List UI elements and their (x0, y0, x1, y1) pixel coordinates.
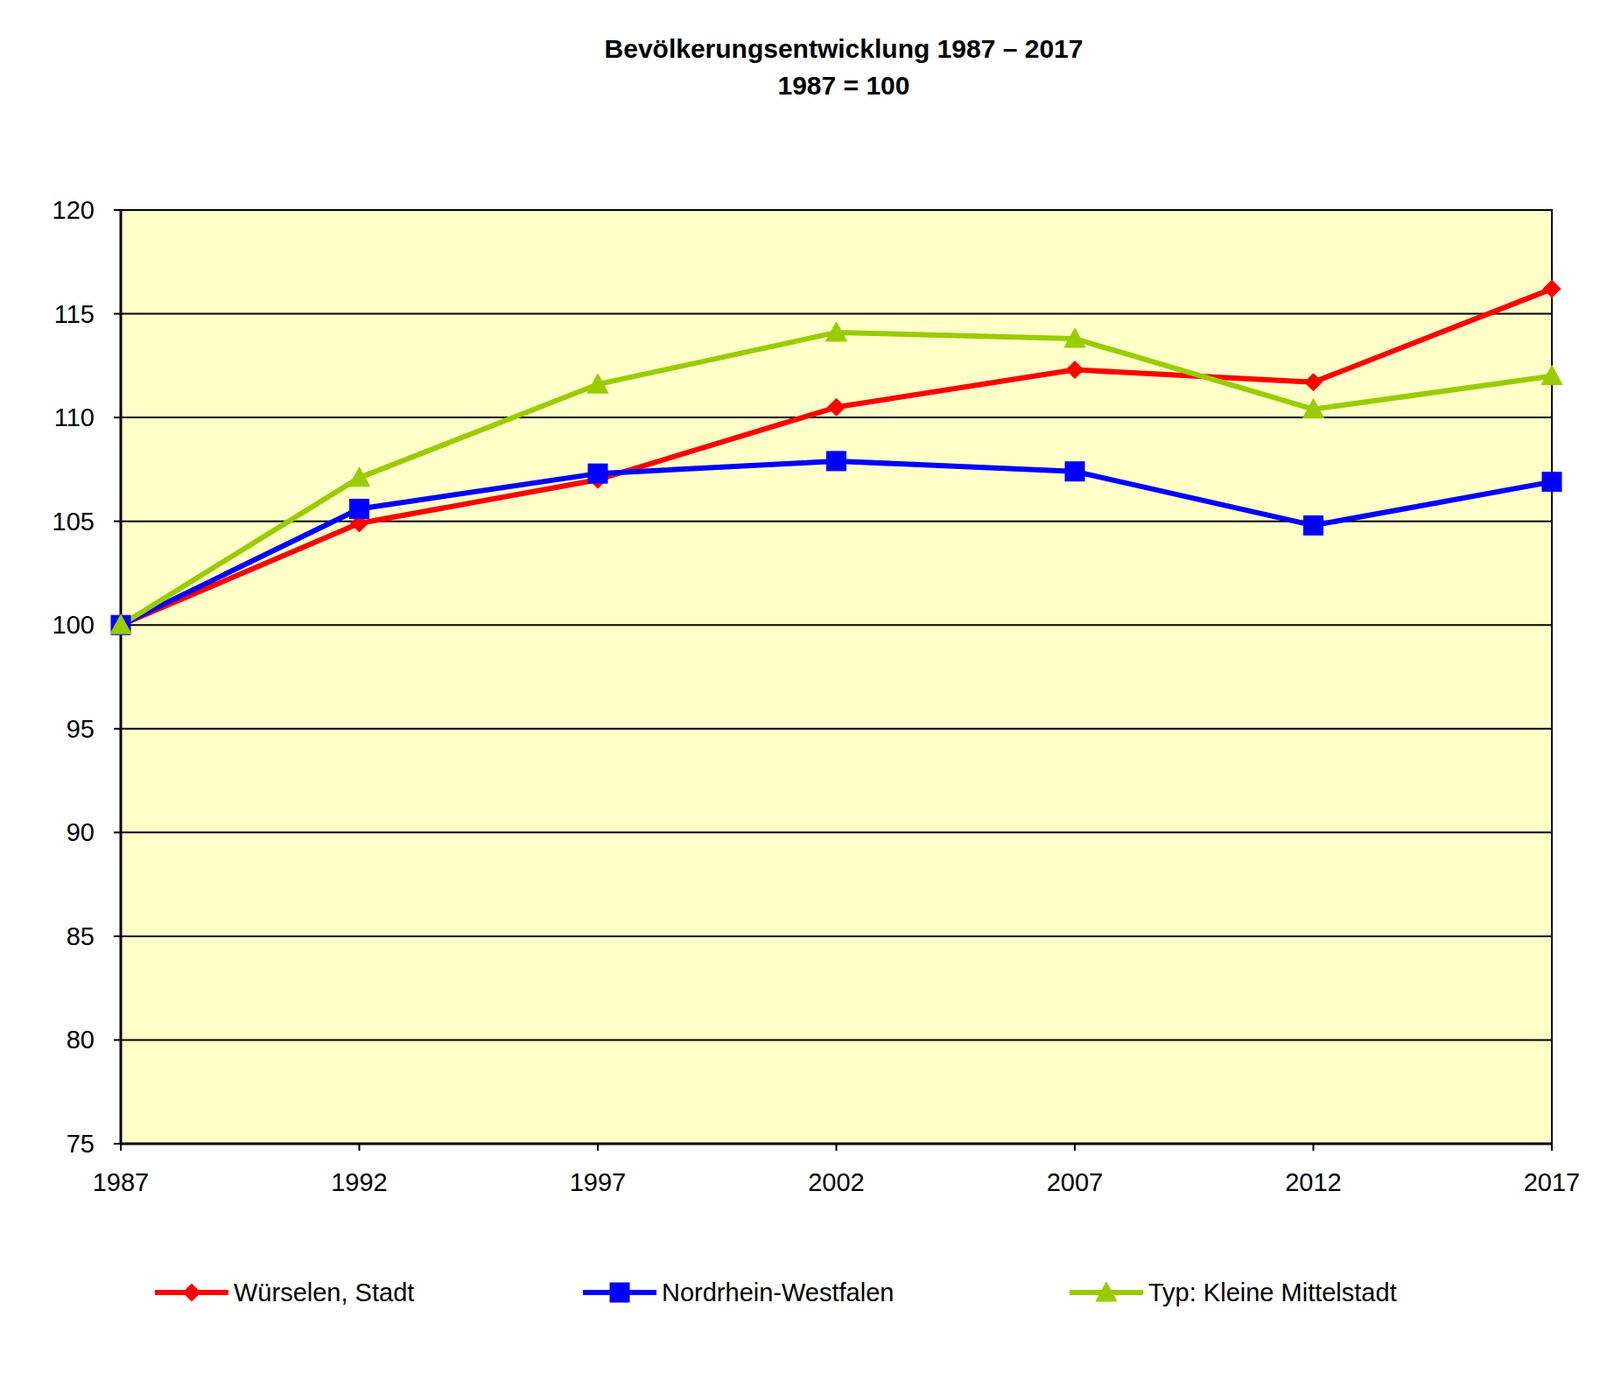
series-marker (1542, 472, 1562, 492)
legend-item: Würselen, Stadt (154, 1278, 415, 1307)
y-tick-label: 90 (66, 818, 95, 847)
y-tick-label: 75 (66, 1129, 95, 1158)
grid-line (120, 831, 1552, 834)
series-line (120, 461, 1552, 625)
series-marker (1541, 365, 1563, 386)
series-marker (1065, 462, 1085, 482)
y-tick-label: 80 (66, 1025, 95, 1054)
series-marker (588, 463, 608, 484)
y-tick-label: 100 (52, 610, 95, 639)
x-tick-label: 1997 (569, 1168, 627, 1197)
series-marker (349, 467, 371, 487)
series-marker (826, 322, 848, 342)
y-tick-label: 105 (52, 507, 95, 536)
legend-item: Typ: Kleine Mittelstadt (1069, 1278, 1397, 1307)
series-marker (110, 614, 132, 634)
x-tick-label: 1992 (330, 1168, 388, 1197)
chart: Bevölkerungsentwicklung 1987 – 2017 1987 … (0, 0, 1600, 1380)
grid-line (120, 728, 1552, 730)
series-line (120, 332, 1552, 625)
y-tick-label: 110 (54, 403, 95, 432)
y-axis (119, 210, 123, 1144)
series-marker (1066, 361, 1084, 379)
subtitle: 1987 = 100 (778, 70, 911, 100)
series-marker (1543, 280, 1561, 298)
series-marker (827, 451, 847, 471)
series-marker (1303, 399, 1325, 419)
x-tick-label: 2012 (1284, 1168, 1342, 1197)
x-tick-label: 2017 (1523, 1168, 1581, 1197)
grid-line (120, 624, 1552, 626)
grid-line (120, 1038, 1552, 1041)
y-tick-label: 115 (54, 300, 95, 329)
series-marker (1064, 328, 1086, 348)
y-tick-label: 120 (52, 196, 95, 225)
series-marker (587, 373, 609, 393)
plot-background (120, 210, 1552, 1144)
series-marker (350, 498, 370, 519)
x-tick-label: 2007 (1046, 1168, 1104, 1197)
grid-line (120, 313, 1552, 316)
y-tick-label: 85 (66, 922, 95, 951)
x-tick-label: 2002 (807, 1168, 865, 1197)
legend-item: Nordrhein-Westfalen (582, 1278, 894, 1307)
series-marker (828, 398, 846, 416)
grid-line (120, 935, 1552, 938)
series-line (120, 288, 1552, 625)
series-marker (1305, 373, 1323, 392)
title: Bevölkerungsentwicklung 1987 – 2017 (604, 34, 1084, 64)
x-axis (120, 1143, 1552, 1146)
grid-line (120, 1143, 1552, 1145)
legend-label: Würselen, Stadt (233, 1278, 415, 1307)
series-group (110, 280, 1563, 635)
series-marker (1304, 515, 1324, 535)
series-marker (111, 615, 131, 635)
plot-frame (120, 210, 1552, 1144)
y-tick-label: 95 (66, 715, 95, 744)
grid-line (120, 416, 1552, 419)
legend-marker (610, 1283, 630, 1303)
x-tick-label: 1987 (92, 1168, 150, 1197)
legend-marker (182, 1284, 201, 1302)
legend-label: Nordrhein-Westfalen (661, 1278, 894, 1307)
legend-marker (1095, 1282, 1117, 1302)
legend-label: Typ: Kleine Mittelstadt (1148, 1278, 1397, 1307)
